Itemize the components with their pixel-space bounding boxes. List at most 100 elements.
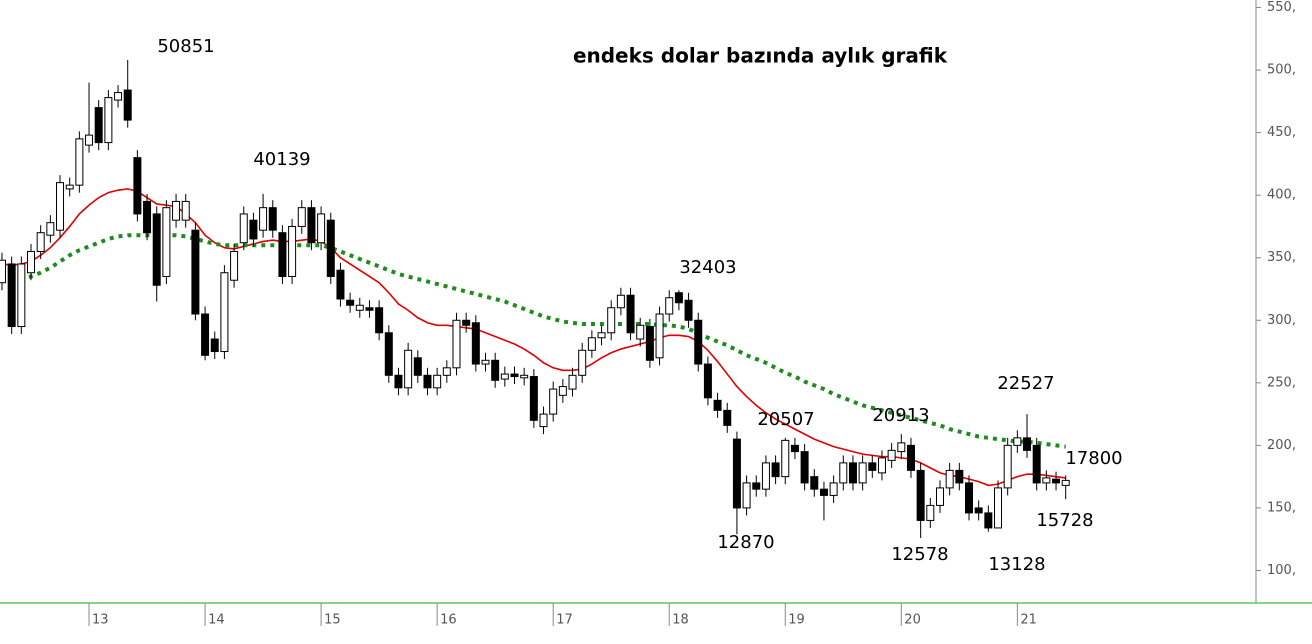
- candle-body: [143, 200, 152, 234]
- candle-body: [597, 332, 606, 339]
- candle-body: [114, 92, 123, 101]
- candle-body: [326, 219, 335, 277]
- candle-body: [307, 207, 316, 244]
- candle-body: [529, 376, 538, 421]
- candle-body: [839, 462, 848, 484]
- x-tick-label: 13: [92, 613, 109, 628]
- candle-body: [520, 374, 529, 379]
- candle-body: [655, 313, 664, 359]
- y-tick-label: 200,: [1267, 438, 1296, 453]
- candle-body: [723, 409, 732, 426]
- candle-body: [500, 373, 509, 380]
- candle-body: [684, 299, 693, 321]
- candle-body: [433, 374, 442, 389]
- candle-body: [616, 294, 625, 309]
- x-tick-label: 21: [1020, 613, 1037, 628]
- x-tick-label: 18: [672, 613, 689, 628]
- candle-body: [413, 357, 422, 376]
- candle-body: [1061, 479, 1070, 486]
- candle-body: [945, 469, 954, 489]
- candle-body: [1003, 444, 1012, 489]
- candle-body: [742, 482, 751, 509]
- candle-body: [259, 207, 268, 231]
- candle-body: [404, 349, 413, 389]
- candle-body: [1023, 437, 1032, 451]
- candle-body: [75, 138, 84, 186]
- annotation: 20507: [757, 409, 814, 430]
- candle-body: [578, 349, 587, 376]
- candle-body: [819, 488, 828, 496]
- candle-body: [771, 462, 780, 478]
- y-tick-label: 300,: [1267, 313, 1296, 328]
- candle-body: [781, 439, 790, 478]
- candle-body: [713, 399, 722, 411]
- candle-body: [539, 413, 548, 428]
- candle-body: [974, 507, 983, 514]
- candle-body: [732, 438, 741, 509]
- candle-body: [36, 232, 45, 252]
- candle-body: [800, 451, 809, 484]
- y-tick-label: 150,: [1267, 500, 1296, 515]
- candle-body: [955, 469, 964, 484]
- candle-body: [858, 462, 867, 484]
- annotation: 12870: [717, 532, 774, 553]
- candle-body: [645, 326, 654, 361]
- candle-body: [626, 294, 635, 334]
- candle-body: [877, 457, 886, 474]
- candle-body: [104, 97, 113, 144]
- annotation: 12578: [891, 544, 948, 565]
- candle-body: [336, 269, 345, 300]
- candle-body: [46, 222, 55, 236]
- candle-body: [761, 462, 770, 490]
- candle-body: [703, 363, 712, 399]
- candle-body: [278, 232, 287, 277]
- candle-body: [442, 367, 451, 376]
- candle-body: [848, 462, 857, 484]
- y-tick-label: 450,: [1267, 125, 1296, 140]
- candle-body: [346, 299, 355, 306]
- candle-body: [268, 207, 277, 231]
- candle-body: [297, 207, 306, 227]
- candle-body: [471, 322, 480, 365]
- candle-body: [897, 442, 906, 453]
- candle-body: [674, 292, 683, 304]
- x-tick-label: 14: [208, 613, 225, 628]
- candle-body: [1052, 478, 1061, 484]
- candle-body: [587, 337, 596, 351]
- candle-body: [868, 462, 877, 471]
- annotation: 15728: [1036, 510, 1093, 531]
- candle-body: [123, 89, 132, 121]
- candle-body: [926, 504, 935, 521]
- candle-body: [201, 313, 210, 356]
- x-tick-label: 20: [904, 613, 921, 628]
- annotation: 13128: [988, 554, 1045, 575]
- y-tick-label: 350,: [1267, 250, 1296, 265]
- annotation: 22527: [997, 373, 1054, 394]
- candle-body: [665, 297, 674, 315]
- candle-body: [549, 388, 558, 415]
- candle-body: [152, 213, 161, 286]
- candle-body: [965, 482, 973, 514]
- candle-body: [810, 476, 819, 490]
- candle-body: [56, 182, 65, 231]
- candle-body: [906, 444, 915, 471]
- x-tick-label: 19: [788, 613, 805, 628]
- candle-body: [85, 134, 94, 146]
- candle-body: [423, 374, 432, 389]
- candle-body: [829, 482, 838, 496]
- candle-body: [984, 512, 993, 529]
- candle-body: [935, 487, 944, 506]
- candle-body: [133, 157, 142, 215]
- candle-body: [220, 272, 229, 353]
- candle-body: [694, 319, 703, 365]
- candle-body: [181, 200, 190, 221]
- candle-body: [0, 259, 6, 284]
- candle-body: [994, 487, 1003, 529]
- candle-body: [452, 319, 461, 369]
- y-tick-label: 400,: [1267, 188, 1296, 203]
- moving-average-line: [1, 233, 1066, 449]
- candle-body: [384, 332, 393, 376]
- candle-body: [887, 449, 896, 461]
- candle-body: [17, 263, 26, 328]
- candle-body: [558, 386, 567, 396]
